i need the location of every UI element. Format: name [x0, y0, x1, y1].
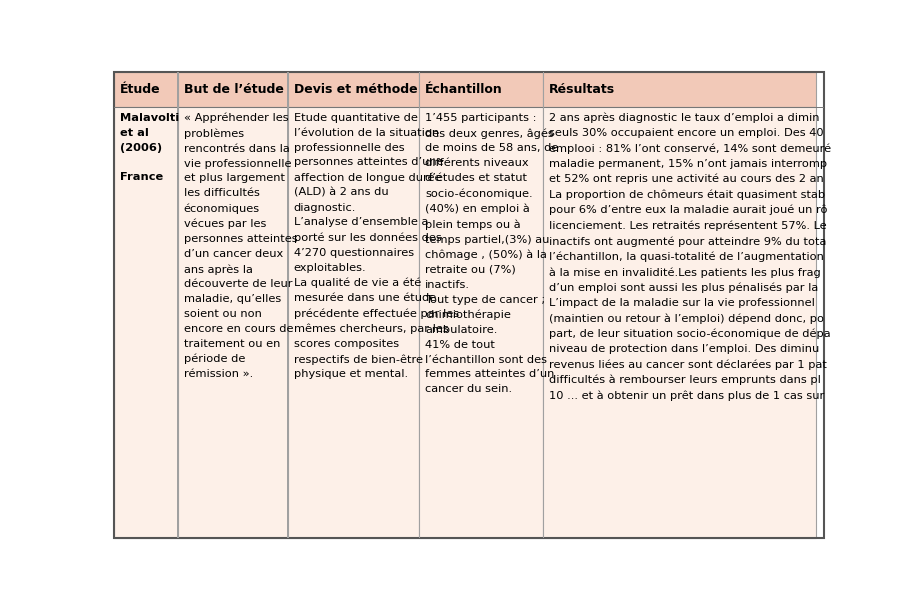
Text: Étude: Étude — [120, 83, 161, 97]
Text: 1’455 participants :
des deux genres, âgés
de moins de 58 ans, de
différents niv: 1’455 participants : des deux genres, âg… — [425, 113, 558, 394]
Bar — [114, 107, 824, 108]
Text: Échantillon: Échantillon — [425, 83, 502, 97]
Bar — [418, 72, 420, 538]
Bar — [178, 72, 179, 538]
Text: Etude quantitative de
l’évolution de la situation
professionnelle des
personnes : Etude quantitative de l’évolution de la … — [294, 113, 459, 379]
Text: Devis et méthode: Devis et méthode — [294, 83, 417, 97]
Text: Malavolti
et al
(2006)

France: Malavolti et al (2006) France — [120, 113, 179, 182]
Bar — [543, 72, 544, 538]
Bar — [544, 108, 816, 538]
Bar — [114, 72, 178, 108]
Bar — [287, 72, 289, 538]
Bar — [288, 72, 419, 108]
Bar — [178, 72, 288, 108]
Bar — [288, 108, 419, 538]
Text: « Appréhender les
problèmes
rencontrés dans la
vie professionnelle
et plus large: « Appréhender les problèmes rencontrés d… — [184, 113, 297, 379]
Bar — [114, 108, 178, 538]
Text: But de l’étude: But de l’étude — [184, 83, 284, 97]
Text: Résultats: Résultats — [549, 83, 615, 97]
Bar — [178, 108, 288, 538]
Bar — [544, 72, 816, 108]
Bar — [419, 108, 544, 538]
Text: 2 ans après diagnostic le taux d’emploi a dimin
seuls 30% occupaient encore un e: 2 ans après diagnostic le taux d’emploi … — [549, 113, 831, 401]
Bar — [419, 72, 544, 108]
